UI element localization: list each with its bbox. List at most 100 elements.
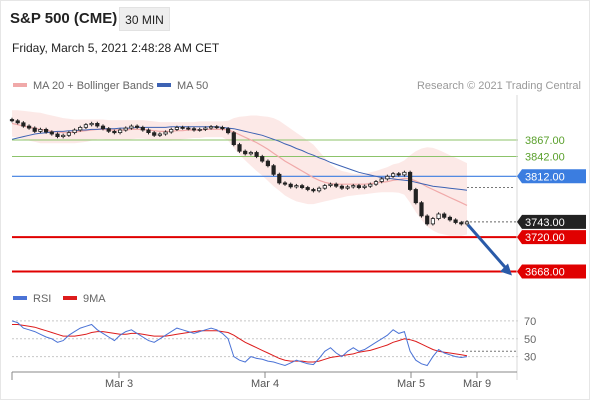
forecast-arrow-shaft [466,223,510,272]
chart-datetime: Friday, March 5, 2021 2:48:28 AM CET [12,41,220,55]
legend-rsi-label: RSI [33,293,52,305]
price-label-tag [517,214,586,229]
legend-ma20: MA 20 + Bollinger Bands [13,80,154,92]
candle-body [362,185,367,188]
candle-body [385,175,390,180]
legend-ma50-label: MA 50 [177,80,209,92]
price-label-text: 3720.00 [525,232,565,244]
candle-body [305,187,310,190]
price-label-text: 3842.00 [525,151,565,163]
candle-body [186,127,191,130]
rsi-9ma-line [12,324,468,363]
candle-body [61,134,66,138]
candle-body [38,128,43,132]
candle-body [225,128,231,134]
candle-body [447,216,453,221]
candle-body [44,128,49,133]
candle-body [83,124,88,128]
candle-body [89,123,94,126]
price-label-text: 3668.00 [525,266,565,278]
candle-body [425,215,430,225]
candle-body [464,221,470,225]
ma20-line [11,122,468,206]
candle-body [140,127,145,131]
candle-body [129,125,134,129]
candle-body [66,132,71,136]
candle-body [373,181,379,185]
candle-body [436,213,441,219]
candle-body [100,125,106,130]
interval-button[interactable]: 30 MIN [119,7,170,31]
candle-body [49,131,54,135]
candle-body [453,219,458,223]
candle-body [237,144,242,152]
instrument-title: S&P 500 (CME) [10,10,118,27]
candle-body [152,132,157,136]
candle-body [277,173,282,184]
ma50-line [11,126,468,191]
candle-body [191,128,197,131]
copyright-text: Research © 2021 Trading Central [416,80,581,92]
candle-body [78,127,83,131]
candle-body [419,202,424,217]
candle-body [311,189,316,192]
candle-body [203,127,208,130]
candle-body [339,185,345,189]
legend-ma20-label: MA 20 + Bollinger Bands [33,80,154,92]
candle-body [368,183,373,187]
candle-body [123,127,128,131]
rsi-tick-label: 70 [524,316,536,328]
forecast-arrow-head [500,263,512,276]
candle-body [299,185,305,189]
candle-body [243,150,248,155]
candle-body [169,128,174,133]
price-label-tag [517,230,586,245]
candle-body [334,183,339,187]
legend-9ma-swatch [63,296,77,301]
candle-body [208,126,214,129]
legend-9ma: 9MA [63,293,106,305]
candle-body [72,129,77,133]
legend-rsi-swatch [13,296,27,301]
candle-body [26,125,32,129]
candle-body [407,171,413,190]
candle-body [146,129,151,133]
price-label-text: 3743.00 [525,217,565,229]
candle-body [328,183,333,186]
candle-body [15,120,20,124]
candle-body [254,152,259,157]
candle-body [294,185,299,188]
rsi-tick-label: 30 [524,352,536,364]
time-tick-label: Mar 3 [105,378,133,390]
candle-body [413,189,418,204]
rsi-tick-label: 50 [524,334,536,346]
legend-rsi: RSI [13,293,51,305]
candle-body [197,128,202,131]
price-label-tag [517,264,586,279]
candle-body [112,130,117,134]
time-tick-label: Mar 9 [463,378,491,390]
candle-body [134,125,140,128]
candle-body [351,185,356,188]
legend-ma50: MA 50 [157,80,208,92]
candle-body [95,123,100,127]
candle-body [396,173,401,176]
candle-body [55,133,60,137]
legend-9ma-label: 9MA [83,293,106,305]
legend-ma20-swatch [13,83,27,88]
candle-body [390,173,396,177]
price-label-tag [517,169,586,184]
candle-body [459,222,464,225]
candle-body [174,127,179,130]
candle-body [288,183,293,188]
candle-body [106,128,111,132]
candle-body [214,126,219,129]
candle-body [180,127,185,129]
candle-body [345,186,350,189]
time-tick-label: Mar 4 [251,378,279,390]
candle-body [260,156,265,162]
candle-body [220,127,225,130]
legend-ma50-swatch [157,83,171,88]
candle-body [163,131,168,135]
